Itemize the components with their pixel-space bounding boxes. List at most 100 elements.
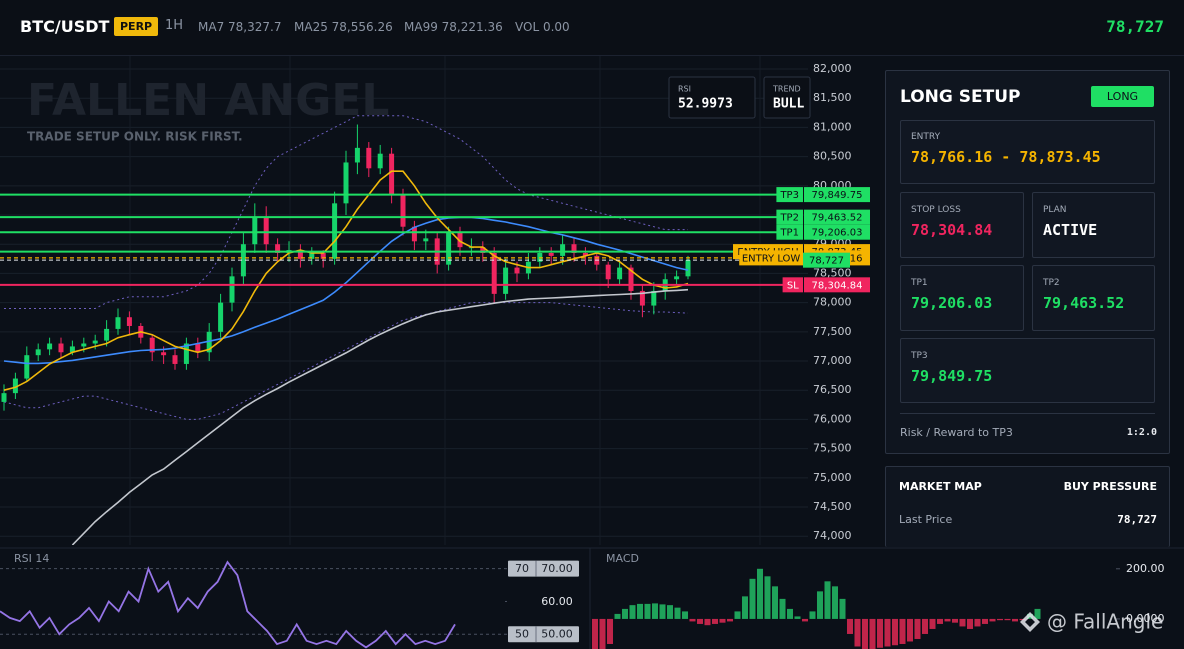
y-tick-label: 74,500 bbox=[813, 500, 852, 513]
histogram-bar bbox=[614, 613, 621, 619]
candle-body bbox=[354, 147, 360, 163]
histogram-bar bbox=[772, 586, 778, 619]
histogram-bar bbox=[757, 568, 763, 619]
histogram-bar bbox=[884, 618, 891, 647]
histogram-bar bbox=[764, 576, 771, 619]
y-tick-label: 74,000 bbox=[813, 529, 852, 542]
info-box bbox=[668, 76, 756, 119]
setup-panel: LONG SETUP LONG ENTRY 78,766.16 - 78,873… bbox=[885, 70, 1170, 454]
setup-title: LONG SETUP bbox=[900, 87, 1021, 107]
indicator-line bbox=[3, 170, 689, 391]
histogram-bar bbox=[959, 618, 966, 627]
rsi-plot bbox=[0, 560, 505, 649]
indicator-line bbox=[3, 216, 689, 365]
level-value-box bbox=[804, 187, 870, 203]
symbol: BTC/USDT bbox=[20, 17, 110, 36]
histogram-bar bbox=[952, 618, 958, 623]
candle-body bbox=[81, 343, 87, 347]
candle-body bbox=[343, 162, 349, 204]
level-name: TP2 bbox=[779, 213, 799, 224]
level-labels: TP3 79,849.75 TP2 79,463.52 TP1 79,206.03 ENTR… bbox=[668, 76, 870, 293]
y-tick-label: 78,000 bbox=[813, 296, 852, 309]
candle-body bbox=[628, 267, 634, 291]
candle-body bbox=[617, 267, 623, 280]
y-tick-label: 77,500 bbox=[813, 325, 852, 338]
y-tick-label: 82,000 bbox=[813, 62, 852, 75]
ma25: MA25 78,556.26 bbox=[294, 20, 393, 34]
candle-body bbox=[674, 276, 680, 280]
last-price: 78,727 bbox=[1106, 17, 1164, 36]
info-label: RSI bbox=[678, 85, 691, 94]
candle-body bbox=[400, 194, 406, 227]
level-label: 50 bbox=[515, 628, 529, 641]
level-name: TP1 bbox=[779, 228, 799, 239]
histogram-bar bbox=[644, 603, 651, 619]
level-value-box bbox=[804, 224, 870, 240]
histogram-bar bbox=[914, 618, 921, 639]
candle-body bbox=[115, 317, 121, 329]
candle-body bbox=[639, 290, 645, 306]
histogram-bar bbox=[839, 598, 846, 619]
tp1-value: 79,206.03 bbox=[911, 294, 993, 312]
tp2-value: 79,463.52 bbox=[1043, 294, 1125, 312]
last-price-label: 78,727 bbox=[809, 256, 844, 267]
macd-axis: 200.00 0.0000 bbox=[1116, 562, 1165, 625]
ma99: MA99 78,221.36 bbox=[404, 20, 503, 34]
y-tick-label: 60.00 bbox=[541, 595, 573, 608]
info-label: TREND bbox=[772, 85, 801, 94]
y-tick-label: 81,000 bbox=[813, 120, 852, 133]
histogram-bar bbox=[794, 616, 801, 619]
info-value: BULL bbox=[773, 97, 804, 112]
candle-body bbox=[218, 302, 224, 332]
histogram-bar bbox=[802, 618, 808, 622]
candle-body bbox=[1, 393, 7, 402]
candle-body bbox=[252, 217, 258, 245]
histogram-bar bbox=[862, 618, 868, 649]
rr-label: Risk / Reward to TP3 bbox=[900, 426, 1013, 439]
histogram-bar bbox=[1034, 608, 1041, 619]
histogram-bar bbox=[922, 618, 928, 634]
indicator-line bbox=[4, 115, 688, 309]
stop-value: 78,304.84 bbox=[911, 221, 993, 239]
macd-title: MACD bbox=[606, 552, 639, 565]
level-name-box bbox=[782, 277, 803, 293]
histogram-bar bbox=[809, 611, 816, 619]
y-tick-label: 76,500 bbox=[813, 383, 852, 396]
histogram-bar bbox=[727, 618, 733, 622]
histogram-bar bbox=[817, 591, 823, 619]
rr-value: 1:2.0 bbox=[1126, 427, 1157, 438]
indicator-line bbox=[3, 302, 689, 420]
histogram-bar bbox=[929, 618, 936, 629]
interval[interactable]: 1H bbox=[165, 18, 184, 33]
histogram-bar bbox=[682, 611, 688, 619]
histogram-bar bbox=[607, 618, 613, 644]
candle-body bbox=[514, 267, 520, 274]
histogram-bar bbox=[944, 618, 951, 622]
y-tick-label: 76,000 bbox=[813, 412, 852, 425]
candle-body bbox=[35, 349, 41, 356]
candle-body bbox=[309, 252, 315, 259]
market-last-value: 78,727 bbox=[1117, 513, 1157, 526]
candle-body bbox=[446, 232, 452, 265]
candle-body bbox=[366, 147, 372, 169]
histogram-bar bbox=[779, 598, 786, 619]
candle-body bbox=[149, 337, 155, 353]
histogram-bar bbox=[652, 603, 658, 619]
indicator-line bbox=[71, 288, 689, 545]
plan-card: PLAN ACTIVE bbox=[1032, 192, 1155, 258]
histogram-bar bbox=[697, 618, 703, 624]
candle-body bbox=[651, 290, 657, 306]
candle-body bbox=[104, 328, 110, 341]
y-tick-label: 0.0000 bbox=[1126, 612, 1165, 625]
entry-label: ENTRY bbox=[911, 132, 941, 142]
candle-body bbox=[206, 331, 212, 353]
level-name: SL bbox=[787, 280, 799, 291]
histogram-bar bbox=[712, 618, 718, 624]
candle-body bbox=[411, 226, 417, 242]
level-value-box bbox=[804, 209, 870, 225]
stop-card: STOP LOSS 78,304.84 bbox=[900, 192, 1024, 258]
tp1-label: TP1 bbox=[911, 278, 928, 288]
histogram-bar bbox=[982, 618, 988, 624]
info-value: 52.9973 bbox=[678, 97, 733, 112]
market-last-label: Last Price bbox=[899, 513, 953, 526]
